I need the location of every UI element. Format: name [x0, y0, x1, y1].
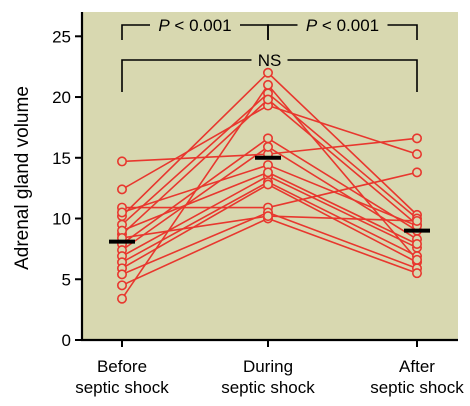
data-point — [262, 167, 273, 178]
x-category-label: septic shock — [370, 378, 464, 397]
significance-label: NS — [258, 51, 282, 70]
data-point — [411, 215, 422, 226]
x-category-label: septic shock — [75, 378, 169, 397]
data-point — [411, 254, 422, 265]
data-point — [411, 167, 422, 178]
data-point — [117, 184, 128, 195]
data-point — [117, 207, 128, 218]
y-axis-label: Adrenal gland volume — [12, 86, 33, 270]
data-point — [117, 269, 128, 280]
significance-label: P < 0.001 — [158, 16, 231, 35]
y-tick-label: 0 — [62, 331, 71, 350]
data-point — [262, 133, 273, 144]
x-category-label: After — [399, 357, 435, 376]
x-category-label: Before — [97, 357, 147, 376]
significance-bracket — [267, 24, 298, 40]
data-point — [411, 268, 422, 279]
y-tick-label: 20 — [52, 88, 71, 107]
x-category-label: septic shock — [221, 378, 315, 397]
data-point — [117, 293, 128, 304]
data-point — [262, 211, 273, 222]
data-point — [262, 79, 273, 90]
significance-bracket — [121, 24, 150, 40]
y-tick-label: 25 — [52, 27, 71, 46]
significance-bracket — [387, 24, 418, 40]
data-point — [117, 280, 128, 291]
x-category-label: During — [243, 357, 293, 376]
data-point — [262, 141, 273, 152]
y-tick-label: 10 — [52, 210, 71, 229]
significance-label: P < 0.001 — [306, 16, 379, 35]
y-tick-label: 15 — [52, 149, 71, 168]
y-tick-label: 5 — [62, 270, 71, 289]
data-point — [411, 149, 422, 160]
data-point — [262, 67, 273, 78]
data-point — [262, 94, 273, 105]
data-point — [411, 133, 422, 144]
significance-bracket — [287, 59, 418, 92]
data-point — [262, 179, 273, 190]
data-point — [117, 156, 128, 167]
significance-bracket — [121, 59, 252, 92]
data-point — [411, 239, 422, 250]
